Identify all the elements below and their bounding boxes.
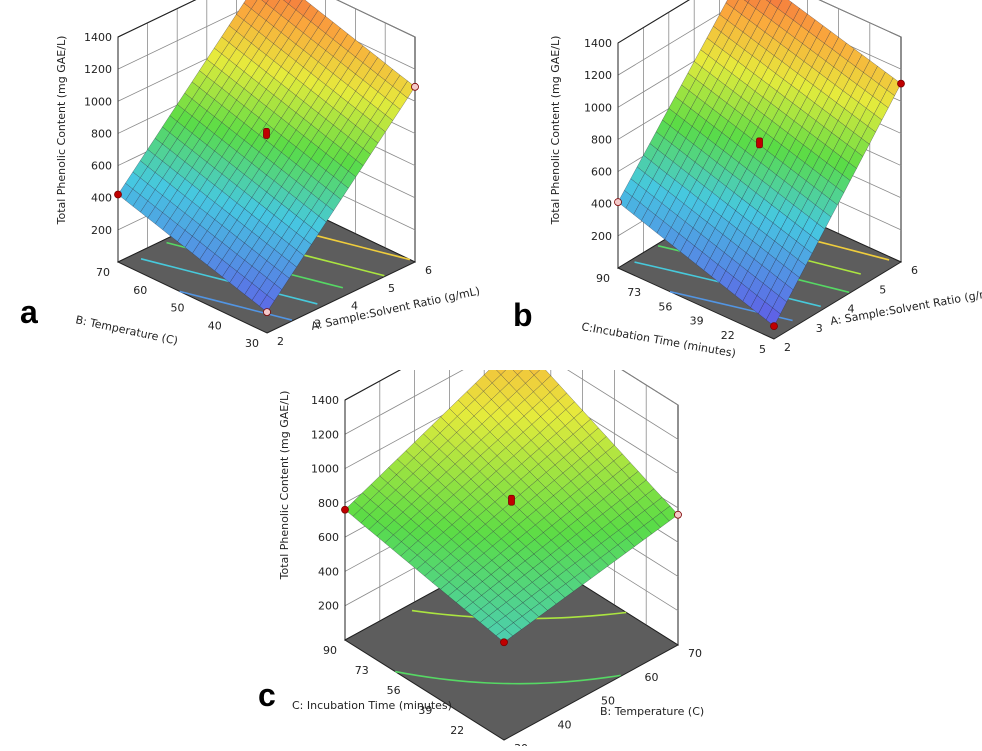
surface-cell: [765, 307, 781, 327]
center-point-b: [756, 137, 763, 149]
panel-label-b: b: [513, 297, 533, 333]
y-tick-label-c: 39: [418, 704, 432, 717]
y-tick-label-c: 73: [355, 664, 369, 677]
z-tick-label-a: 1000: [84, 95, 112, 108]
x-tick-label-a: 2: [277, 335, 284, 348]
contour-line-a-0: [179, 290, 293, 321]
y-tick-label-a: 70: [96, 266, 110, 279]
x-tick-label-a: 4: [351, 300, 358, 313]
surface-chart-c: 2004006008001000120014003040506070522395…: [258, 304, 704, 751]
y-tick-label-a: 50: [171, 302, 185, 315]
design-point-b-2: [614, 198, 622, 207]
z-tick-label-c: 1400: [311, 394, 339, 407]
y-tick-label-a: 40: [208, 319, 222, 332]
design-point-c-2: [341, 505, 349, 514]
top-edge-a: [117, 0, 197, 38]
x-tick-label-a: 6: [425, 264, 432, 277]
design-point-b-0: [770, 322, 778, 331]
x-tick-label-c: 50: [601, 695, 615, 708]
panel-label-a: a: [20, 294, 38, 330]
x-tick-label-a: 5: [388, 282, 395, 295]
x-tick-label-a: 3: [314, 317, 321, 330]
y-tick-label-c: 90: [323, 644, 337, 657]
surface-cell: [259, 294, 275, 313]
design-point-a-0: [263, 308, 271, 317]
z-tick-label-b: 600: [591, 166, 612, 179]
z-tick-label-a: 1200: [84, 63, 112, 76]
y-axis-label-c: C: Incubation Time (minutes): [292, 699, 452, 712]
x-tick-label-c: 30: [514, 742, 528, 746]
z-tick-label-b: 200: [591, 230, 612, 243]
y-tick-label-c: 22: [450, 724, 464, 737]
z-tick-label-a: 400: [91, 192, 112, 205]
z-axis-label-b: Total Phenolic Content (mg GAE/L): [549, 36, 562, 226]
surface-a: [117, 0, 416, 313]
x-tick-label-b: 2: [784, 341, 791, 354]
design-point-a-1: [411, 82, 419, 91]
y-axis-label-a: B: Temperature (C): [74, 313, 179, 347]
y-tick-label-b: 5: [759, 343, 766, 356]
design-point-c-0: [500, 638, 508, 647]
z-tick-label-b: 1200: [584, 69, 612, 82]
z-tick-label-b: 400: [591, 198, 612, 211]
design-point-a-2: [114, 190, 122, 199]
surface-chart-a: 200 400 600 800 1000 1200 1400 2 3 4 5 6 30 40 50 60 70 T…: [20, 0, 481, 350]
center-point-c: [508, 494, 515, 506]
z-tick-label-c: 1000: [311, 463, 339, 476]
z-tick-label-b: 1400: [584, 37, 612, 50]
x-tick-label-b: 5: [879, 283, 886, 296]
z-tick-label-c: 600: [318, 531, 339, 544]
y-tick-label-b: 56: [658, 300, 672, 313]
y-axis-label-b: C:Incubation Time (minutes): [580, 320, 736, 360]
x-tick-label-b: 6: [911, 264, 918, 277]
surface-c: [344, 340, 679, 643]
x-axis-label-c: B: Temperature (C): [600, 705, 704, 718]
z-gridline-a-5: [117, 0, 416, 70]
z-tick-label-a: 600: [91, 160, 112, 173]
z-tick-label-c: 200: [318, 600, 339, 613]
surface-b: [617, 0, 902, 327]
surface-cell: [495, 628, 514, 643]
z-tick-label-b: 800: [591, 133, 612, 146]
z-tick-label-c: 800: [318, 497, 339, 510]
x-tick-label-c: 70: [688, 647, 702, 660]
z-axis-label-a: Total Phenolic Content (mg GAE/L): [55, 36, 68, 226]
surface-cell: [261, 0, 269, 4]
z-tick-label-b: 1000: [584, 101, 612, 114]
panel-b: 200 400 600 800 1000 1200 1400 2 3 4 5 6 5 22 39 56 73 90…: [491, 0, 982, 370]
z-tick-label-a: 1400: [84, 31, 112, 44]
z-tick-label-c: 400: [318, 565, 339, 578]
x-tick-label-c: 40: [558, 718, 572, 731]
x-tick-label-b: 3: [816, 322, 823, 335]
x-tick-label-c: 60: [645, 671, 659, 684]
top-edge-b: [617, 0, 690, 44]
design-point-c-1: [674, 510, 682, 519]
y-tick-label-a: 30: [245, 337, 259, 350]
contour-line-c-2: [395, 670, 621, 685]
y-tick-label-b: 90: [596, 272, 610, 285]
y-tick-label-b: 22: [721, 329, 735, 342]
x-tick-label-b: 4: [848, 303, 855, 316]
y-tick-label-c: 56: [387, 684, 401, 697]
surface-chart-b: 2004006008001000120014002345652239567390…: [513, 0, 982, 360]
z-axis-label-c: Total Phenolic Content (mg GAE/L): [278, 391, 291, 581]
design-point-b-1: [897, 79, 905, 88]
y-tick-label-b: 73: [627, 286, 641, 299]
y-tick-label-a: 60: [133, 284, 147, 297]
z-tick-label-a: 800: [91, 127, 112, 140]
panel-label-c: c: [258, 677, 276, 713]
y-tick-label-b: 39: [690, 315, 704, 328]
center-point-a: [263, 128, 270, 139]
z-tick-label-c: 1200: [311, 428, 339, 441]
z-tick-label-a: 200: [91, 224, 112, 237]
panel-a: 200 400 600 800 1000 1200 1400 2 3 4 5 6 30 40 50 60 70 T…: [0, 0, 491, 370]
panel-c: 2004006008001000120014003040506070522395…: [240, 304, 740, 751]
